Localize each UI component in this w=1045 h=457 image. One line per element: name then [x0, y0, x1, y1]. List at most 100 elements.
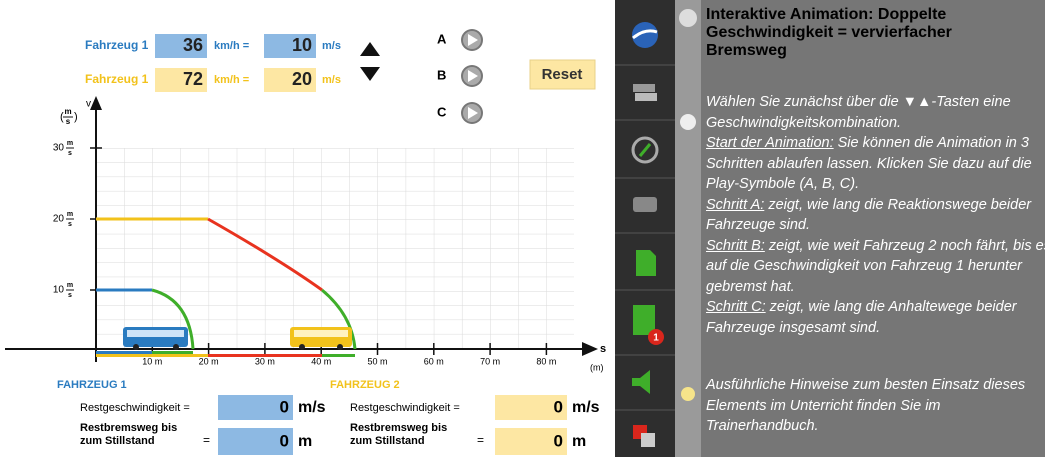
- step-label: C: [437, 104, 447, 119]
- link-label: Schritt C:: [706, 299, 766, 315]
- step-label: A: [437, 31, 447, 46]
- unit: km/h =: [214, 74, 249, 86]
- link-label: Schritt B:: [706, 238, 765, 254]
- y-tick-label: 30: [53, 143, 65, 154]
- paragraph: Schritt C: zeigt, wie lang die Anhaltewe…: [706, 297, 1045, 338]
- unit: m: [572, 433, 586, 450]
- x-tick-label: 70 m: [480, 356, 500, 366]
- result-panel: FAHRZEUG 1 Restgeschwindigkeit = 0 m/s R…: [57, 379, 326, 455]
- info-title: Interaktive Animation: Doppelte Geschwin…: [706, 6, 1036, 60]
- result-label: Restbremsweg bis: [80, 422, 177, 434]
- output-value: 0: [554, 397, 563, 416]
- unit-num: m: [64, 107, 71, 116]
- vehicle-label: Fahrzeug 1: [85, 38, 149, 52]
- x-tick-label: 30 m: [255, 356, 275, 366]
- badge: 1: [653, 333, 659, 344]
- y-tick-unit: s: [68, 292, 72, 299]
- down-button[interactable]: [360, 67, 380, 81]
- axis-arrow: [90, 96, 102, 110]
- y-tick-unit: m: [67, 211, 73, 218]
- paren: ): [74, 111, 78, 123]
- app: Fahrzeug 1 36 km/h = 10 m/s Fahrzeug 1 7…: [0, 0, 675, 457]
- ms-value: 10: [292, 35, 312, 55]
- y-tick-label: 10: [53, 285, 65, 296]
- ms-value: 20: [292, 69, 312, 89]
- unit: m/s: [322, 74, 341, 86]
- paragraph: Start der Animation: Sie können die Anim…: [706, 133, 1045, 195]
- paragraph: Schritt B: zeigt, wie weit Fahrzeug 2 no…: [706, 236, 1045, 298]
- unit: m: [298, 433, 312, 450]
- distance-bar: [322, 354, 355, 357]
- bus: [290, 327, 352, 350]
- icon-strip: [675, 0, 701, 457]
- output-value: 0: [280, 397, 289, 416]
- reset-button[interactable]: Reset: [530, 60, 595, 89]
- x-tick-label: 80 m: [536, 356, 556, 366]
- play-button[interactable]: [461, 65, 483, 87]
- distance-bar: [96, 351, 152, 354]
- link-label: Start der Animation:: [706, 135, 834, 151]
- y-tick-label: 20: [53, 214, 65, 225]
- play-button[interactable]: [461, 29, 483, 51]
- equals: =: [477, 433, 484, 447]
- distance-bar: [152, 351, 193, 354]
- strip-icons: [675, 0, 701, 457]
- equals: =: [203, 433, 210, 447]
- kmh-value: 72: [183, 69, 203, 89]
- y-ticks: 30ms20ms10ms: [53, 140, 102, 299]
- result-label: Restgeschwindigkeit =: [350, 402, 460, 414]
- chat-icon[interactable]: [633, 197, 657, 212]
- output-value: 0: [280, 431, 289, 450]
- paragraph: Schritt A: zeigt, wie lang die Reaktions…: [706, 195, 1045, 236]
- grid: [96, 148, 574, 348]
- unit-den: s: [66, 117, 71, 126]
- output-value: 0: [554, 431, 563, 450]
- result-label: Restbremsweg bis: [350, 422, 447, 434]
- document-icon[interactable]: [636, 250, 656, 276]
- unit: m/s: [572, 399, 600, 416]
- axis-arrow: [582, 342, 598, 356]
- result-title: FAHRZEUG 2: [330, 379, 400, 391]
- unit: m/s: [298, 399, 326, 416]
- y-tick-unit: m: [67, 282, 73, 289]
- play-button[interactable]: [461, 102, 483, 124]
- hint: Ausführliche Hinweise zum besten Einsatz…: [706, 375, 1045, 437]
- y-tick-unit: m: [67, 140, 73, 147]
- x-tick-label: 50 m: [367, 356, 387, 366]
- x-tick-label: 40 m: [311, 356, 331, 366]
- x-axis-label: s: [600, 343, 606, 355]
- link-label: Schritt A:: [706, 197, 764, 213]
- globe-icon[interactable]: [632, 22, 658, 48]
- step-label: B: [437, 67, 446, 82]
- x-tick-label: 20 m: [199, 356, 219, 366]
- info-panel: Interaktive Animation: Doppelte Geschwin…: [675, 0, 1045, 457]
- paren: (: [60, 111, 64, 123]
- result-label: Restgeschwindigkeit =: [80, 402, 190, 414]
- y-tick-unit: s: [68, 150, 72, 157]
- result-label: zum Stillstand: [350, 435, 425, 447]
- distance-bar: [208, 354, 322, 357]
- up-button[interactable]: [360, 42, 380, 56]
- info-icon: [679, 9, 697, 27]
- vehicle-label: Fahrzeug 1: [85, 72, 149, 86]
- x-tick-label: 10 m: [142, 356, 162, 366]
- paragraph: Wählen Sie zunächst über die ▼▲-Tasten e…: [706, 92, 1045, 133]
- bus: [123, 327, 188, 350]
- x-unit: (m): [590, 362, 604, 372]
- bulb-icon: [681, 387, 695, 401]
- info-body: Wählen Sie zunächst über die ▼▲-Tasten e…: [706, 92, 1045, 338]
- unit: km/h =: [214, 40, 249, 52]
- unit: m/s: [322, 40, 341, 52]
- kmh-value: 36: [183, 35, 203, 55]
- result-label: zum Stillstand: [80, 435, 155, 447]
- result-title: FAHRZEUG 1: [57, 379, 127, 391]
- y-axis-label: v: [86, 99, 91, 110]
- distance-bar: [96, 354, 208, 357]
- sidebar: 1: [615, 0, 675, 457]
- step-buttons: A B C: [437, 29, 483, 124]
- x-tick-label: 60 m: [424, 356, 444, 366]
- y-tick-unit: s: [68, 221, 72, 228]
- reset-label: Reset: [542, 66, 583, 83]
- page: Fahrzeug 1 36 km/h = 10 m/s Fahrzeug 1 7…: [0, 0, 1045, 457]
- result-panel: FAHRZEUG 2 Restgeschwindigkeit = 0 m/s R…: [330, 379, 600, 455]
